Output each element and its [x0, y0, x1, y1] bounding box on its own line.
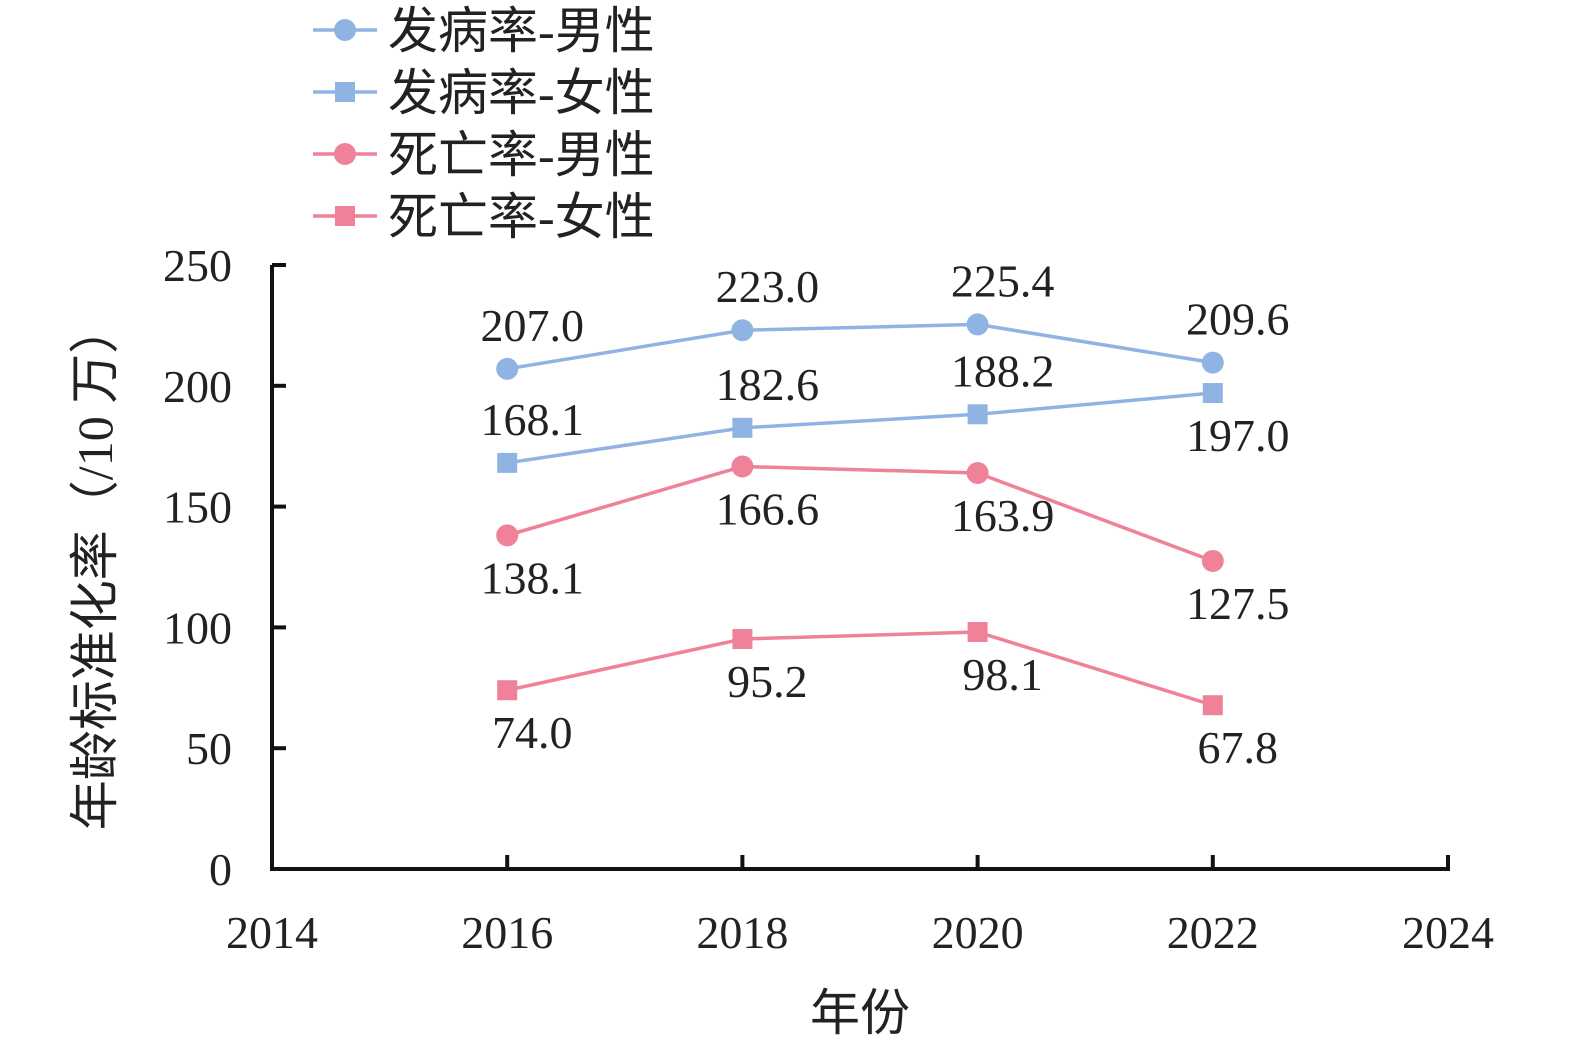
data-point [497, 452, 518, 473]
x-tick-label: 2016 [461, 907, 553, 958]
axes [270, 265, 1450, 871]
y-tick-label: 0 [209, 844, 232, 895]
data-label: 225.4 [951, 255, 1055, 306]
data-point [966, 313, 989, 336]
data-point [1201, 549, 1224, 572]
x-tick-label: 2022 [1167, 907, 1259, 958]
data-point [1201, 351, 1224, 374]
legend-item: 发病率-男性 [313, 3, 655, 59]
x-tick-label: 2020 [932, 907, 1024, 958]
legend-marker [334, 19, 356, 41]
legend-marker [335, 82, 355, 102]
y-tick-label: 200 [163, 361, 232, 412]
data-point [497, 680, 518, 701]
data-label: 67.8 [1198, 722, 1279, 773]
data-label: 95.2 [727, 656, 808, 707]
x-tick-label: 2018 [696, 907, 788, 958]
data-point [732, 628, 753, 649]
series-line [506, 391, 1213, 465]
data-label: 223.0 [716, 261, 820, 312]
legend-label: 发病率-男性 [388, 3, 655, 59]
legend-label: 发病率-女性 [388, 65, 655, 121]
series-line [506, 464, 1214, 563]
ticks: 0 50 100 150 200 250 2014 2016 2018 2020 2022 2024 [163, 240, 1494, 958]
y-tick-label: 50 [186, 723, 232, 774]
data-label: 168.1 [480, 394, 584, 445]
series-3 [496, 455, 1224, 572]
data-label: 209.6 [1186, 294, 1290, 345]
data-point [732, 417, 753, 438]
data-label: 207.0 [480, 300, 584, 351]
legend-item: 死亡率-男性 [313, 127, 655, 183]
x-tick-label: 2014 [226, 907, 318, 958]
data-label: 188.2 [951, 345, 1055, 396]
data-label: 166.6 [716, 483, 820, 534]
data-label: 127.5 [1186, 578, 1290, 629]
series-4 [497, 621, 1223, 716]
x-axis-title: 年份 [810, 985, 910, 1041]
series-1 [496, 313, 1224, 380]
series-line [506, 630, 1214, 707]
data-point [731, 455, 754, 478]
legend-marker [335, 206, 355, 226]
y-tick-label: 250 [163, 240, 232, 291]
data-point [731, 319, 754, 342]
legend-item: 死亡率-女性 [313, 189, 655, 245]
data-label: 197.0 [1186, 410, 1290, 461]
data-point [967, 404, 988, 425]
data-point [496, 357, 519, 380]
series-2 [497, 383, 1223, 473]
data-label: 98.1 [962, 649, 1043, 700]
data-label: 74.0 [492, 707, 573, 758]
data-point [496, 524, 519, 547]
legend-item: 发病率-女性 [313, 65, 655, 121]
x-tick-label: 2024 [1402, 907, 1494, 958]
data-point [966, 462, 989, 485]
data-point [1202, 383, 1223, 404]
legend-label: 死亡率-男性 [388, 127, 655, 183]
y-tick-label: 100 [163, 602, 232, 653]
legend-label: 死亡率-女性 [388, 189, 655, 245]
data-label: 138.1 [480, 552, 584, 603]
legend-marker [334, 143, 356, 165]
data-point [967, 621, 988, 642]
y-tick-label: 150 [163, 482, 232, 533]
data-labels: 207.0 223.0 225.4 209.6 168.1 182.6 188.2 197.0… [480, 255, 1289, 773]
data-label: 163.9 [951, 490, 1055, 541]
series-line [506, 322, 1214, 371]
y-axis-title: 年龄标准化率（/10 万） [67, 304, 123, 830]
data-label: 182.6 [716, 359, 820, 410]
data-point [1202, 695, 1223, 716]
series-group [496, 313, 1224, 716]
